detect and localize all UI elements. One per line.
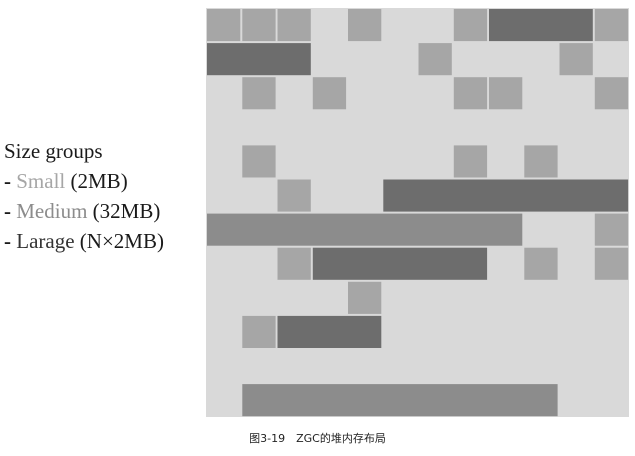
small-page [242,315,276,348]
legend-large-size: (N×2MB) [79,229,164,253]
small-page [418,43,452,76]
small-page [594,77,629,110]
small-page [242,9,276,42]
figure-caption: 图3-19 ZGC的堆内存布局 [249,432,386,445]
small-page [277,9,311,42]
legend-dash: - [4,169,11,193]
small-page [242,77,276,110]
small-page [207,9,241,42]
heap-background [206,8,629,417]
medium-page [489,9,593,42]
medium-page [277,315,382,348]
large-page [207,213,523,246]
heap-pages [207,9,629,417]
legend-title: Size groups [4,139,103,163]
small-page [594,9,629,42]
legend-medium-label: Medium [16,199,88,223]
small-page [594,213,629,246]
legend-dash: - [4,199,11,223]
size-groups-legend: Size groups - Small (2MB) - Medium (32MB… [4,136,164,256]
small-page [524,247,558,280]
legend-item-medium: - Medium (32MB) [4,196,164,226]
small-page [524,145,558,178]
small-page [277,179,311,212]
medium-page [207,43,311,76]
legend-dash: - [4,229,11,253]
legend-item-small: - Small (2MB) [4,166,164,196]
legend-item-large: - Larage (N×2MB) [4,226,164,256]
small-page [489,77,523,110]
legend-medium-size: (32MB) [92,199,161,223]
small-page [348,9,382,42]
small-page [348,281,382,314]
large-page [242,384,558,417]
medium-page [312,247,488,280]
legend-large-label: Larage [16,229,75,253]
small-page [277,247,311,280]
small-page [594,247,629,280]
small-page [312,77,347,110]
legend-small-size: (2MB) [70,169,128,193]
small-page [453,77,488,110]
small-page [453,9,488,42]
small-page [559,43,593,76]
legend-small-label: Small [16,169,66,193]
small-page [453,145,488,178]
small-page [242,145,276,178]
medium-page [383,179,629,212]
